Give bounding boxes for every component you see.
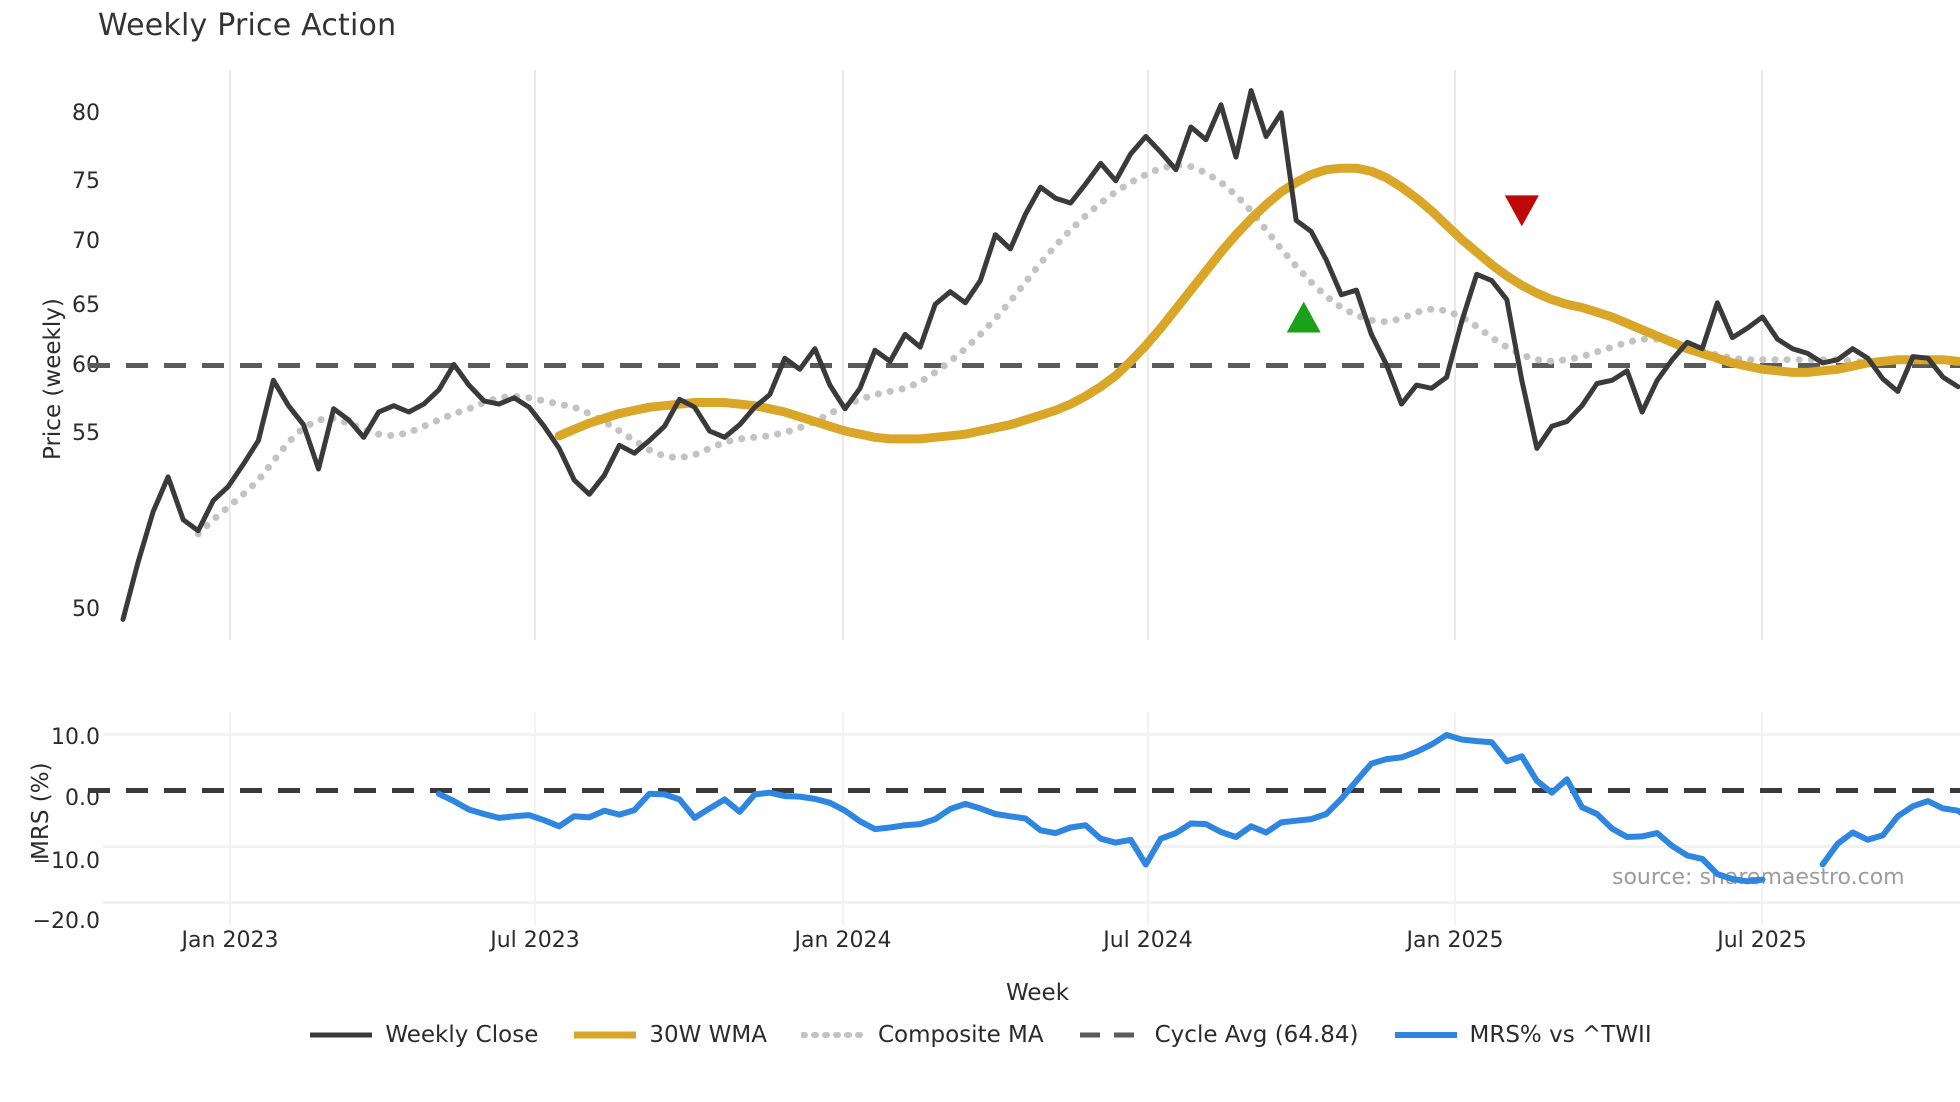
mrs-series-layer [88,732,1960,885]
page-title: Weekly Price Action [98,8,397,43]
xtick-jan-2024: Jan 2024 [794,928,892,953]
grid-lines [103,70,1960,925]
mrs-ytick-minus20: −20.0 [32,909,100,934]
legend-label-composite-ma: Composite MA [877,1022,1044,1048]
buy-marker [1286,301,1321,333]
legend-swatch-30w-wma [574,1031,637,1039]
xtick-jan-2023: Jan 2023 [181,928,279,953]
legend-swatch-weekly-close [310,1032,373,1038]
x-axis-label: Week [1006,980,1070,1006]
legend-item-composite-ma[interactable]: Composite MA [800,1022,1044,1048]
mrs-ytick-minus10: −10.0 [32,849,100,874]
xtick-jul-2023: Jul 2023 [490,928,580,953]
price-ytick-55: 55 [72,421,100,446]
legend-item-mrs[interactable]: MRS% vs ^TWII [1393,1022,1652,1048]
price-ytick-75: 75 [72,169,100,194]
legend-label-30w-wma: 30W WMA [649,1022,767,1048]
xtick-jul-2024: Jul 2024 [1103,928,1193,953]
price-ytick-50: 50 [72,597,100,622]
plot-surface [88,70,1960,925]
mrs-ytick-10: 10.0 [51,725,100,750]
legend-swatch-composite-ma [800,1032,867,1038]
xtick-jan-2025: Jan 2025 [1406,928,1504,953]
legend-item-cycle-avg[interactable]: Cycle Avg (64.84) [1078,1022,1359,1048]
legend-item-30w-wma[interactable]: 30W WMA [572,1022,767,1048]
legend-label-weekly-close: Weekly Close [385,1022,539,1048]
sell-marker [1504,195,1539,227]
xtick-jul-2025: Jul 2025 [1717,928,1807,953]
price-ytick-70: 70 [72,229,100,254]
chart-legend: Weekly Close 30W WMA Composite MA Cycle … [0,1022,1960,1048]
legend-swatch-cycle-avg [1079,1032,1142,1038]
price-ytick-80: 80 [72,101,100,126]
signal-marker-layer [1286,195,1539,333]
legend-label-cycle-avg: Cycle Avg (64.84) [1154,1022,1359,1048]
legend-item-weekly-close[interactable]: Weekly Close [308,1022,538,1048]
legend-swatch-mrs [1394,1032,1457,1038]
legend-label-mrs: MRS% vs ^TWII [1469,1022,1652,1048]
price-ytick-65: 65 [72,293,100,318]
price-series-layer [88,88,1960,622]
